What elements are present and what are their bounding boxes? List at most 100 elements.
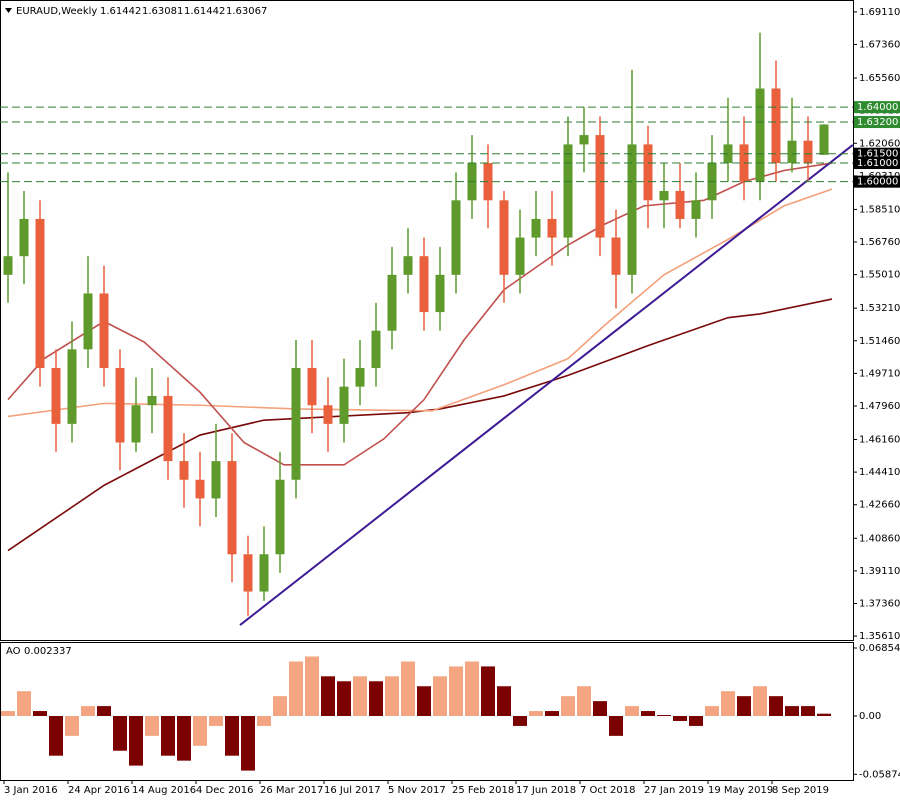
ao-bar — [721, 691, 735, 717]
candle-body — [323, 405, 333, 424]
ao-bar — [321, 676, 335, 717]
candle-body — [339, 386, 349, 424]
indicator-line — [7, 162, 833, 466]
y-tick-label: 1.39110 — [859, 566, 900, 577]
level-label-box — [854, 116, 900, 129]
ao-bar — [337, 681, 351, 717]
ao-bar — [177, 716, 191, 761]
x-tick-label: 27 Jan 2019 — [644, 785, 704, 796]
candle-body — [163, 395, 173, 462]
ao-bar — [97, 706, 111, 717]
candle-body — [531, 218, 541, 238]
candle-body — [227, 461, 237, 555]
ao-bar — [161, 716, 175, 756]
x-tick-label: 14 Aug 2016 — [132, 785, 196, 796]
candle-body — [3, 256, 13, 275]
candle-body — [371, 330, 381, 368]
candle-body — [595, 135, 605, 238]
candle-body — [115, 367, 125, 443]
y-tick-label: 1.47960 — [859, 401, 900, 412]
candle-body — [51, 367, 61, 424]
ao-bar — [641, 711, 655, 717]
ao-bar — [449, 666, 463, 717]
candle-body — [67, 349, 77, 424]
ao-bar — [561, 696, 575, 717]
ao-bar — [801, 706, 815, 717]
x-tick-label: 19 May 2019 — [708, 785, 773, 796]
ao-bar — [737, 696, 751, 717]
level-label-box — [854, 101, 900, 114]
ao-bar — [545, 711, 559, 717]
x-tick-label: 5 Nov 2017 — [388, 785, 446, 796]
y-tick-label: 1.69110 — [859, 7, 900, 18]
ao-bar — [257, 716, 271, 726]
indicator-line — [7, 188, 833, 418]
ao-bar — [417, 686, 431, 717]
ao-bar — [433, 676, 447, 717]
ao-bar — [17, 691, 31, 717]
candle-body — [307, 367, 317, 406]
y-tick-label: 0.00 — [859, 711, 881, 722]
x-tick-label: 8 Sep 2019 — [772, 785, 829, 796]
ao-bar — [289, 661, 303, 717]
y-tick-label: 1.62060 — [859, 138, 900, 149]
candle-body — [99, 293, 109, 368]
x-tick-label: 26 Mar 2017 — [260, 785, 323, 796]
candle-body — [579, 135, 589, 145]
y-tick-label: 1.51460 — [859, 336, 900, 347]
candle-body — [419, 256, 429, 313]
ao-bar — [353, 676, 367, 717]
ao-bar — [785, 706, 799, 717]
candle-body — [675, 190, 685, 219]
ao-bar — [145, 716, 159, 736]
y-tick-label: 1.35610 — [859, 631, 900, 642]
y-tick-label: 1.40860 — [859, 533, 900, 544]
ao-bar — [497, 686, 511, 717]
y-tick-label: -0.058745 — [859, 769, 900, 780]
candle-body — [291, 367, 301, 480]
x-tick-label: 25 Feb 2018 — [452, 785, 514, 796]
candle-body — [611, 237, 621, 275]
ao-bar — [673, 716, 687, 721]
ao-bar — [1, 711, 15, 717]
ao-bar — [129, 716, 143, 766]
y-tick-label: 1.44410 — [859, 467, 900, 478]
candle-body — [771, 88, 781, 164]
ao-bar — [225, 716, 239, 756]
x-tick-label: 24 Apr 2016 — [68, 785, 130, 796]
candle-body — [195, 479, 205, 499]
ao-bar — [33, 711, 47, 717]
ao-bar — [65, 716, 79, 736]
ao-value: 0.002337 — [24, 646, 72, 657]
candle-body — [147, 395, 157, 406]
candle-body — [275, 479, 285, 555]
candle-body — [403, 256, 413, 275]
candle-body — [627, 144, 637, 275]
candle-body — [499, 200, 509, 275]
candle-body — [35, 218, 45, 368]
ao-bar — [529, 711, 543, 717]
y-tick-label: 1.42660 — [859, 500, 900, 511]
ao-bar — [769, 696, 783, 717]
candle-body — [211, 461, 221, 499]
chart-title: EURAUD,Weekly — [16, 6, 97, 17]
indicator-line — [239, 144, 854, 626]
ao-bar — [49, 716, 63, 756]
ao-bar — [273, 696, 287, 717]
ao-bar — [81, 706, 95, 717]
ao-bar — [625, 706, 639, 717]
ao-bar — [657, 715, 671, 717]
candle-body — [563, 144, 573, 238]
ao-bar — [689, 716, 703, 726]
candle-body — [387, 274, 397, 331]
level-label: 1.64000 — [857, 102, 898, 113]
candle-body — [691, 200, 701, 219]
x-tick-label: 4 Dec 2016 — [196, 785, 254, 796]
candle-body — [451, 200, 461, 275]
candle-body — [643, 144, 653, 201]
ao-bar — [753, 686, 767, 717]
ao-bar — [481, 666, 495, 717]
header-high: 1.63081 — [142, 6, 183, 17]
